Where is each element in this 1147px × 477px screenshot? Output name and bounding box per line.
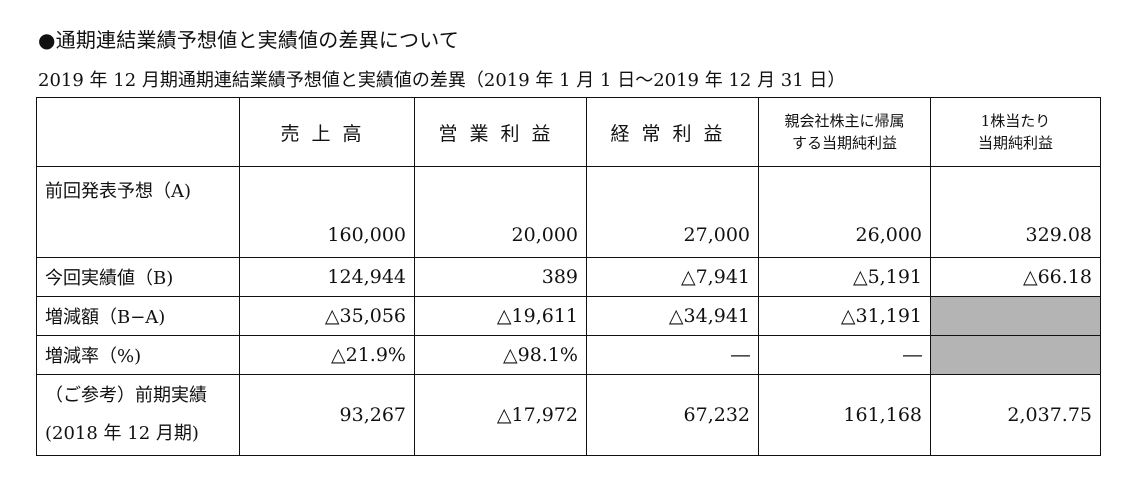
cell-value: 329.08 xyxy=(1025,224,1092,246)
header-ordinary-income-label: 経常利益 xyxy=(610,122,735,145)
cell-operating-income: △19,611 xyxy=(414,296,587,336)
header-net-sales: 売上高 xyxy=(239,97,415,167)
cell-operating-income: 389 xyxy=(414,257,587,297)
cell-ordinary-income: △34,941 xyxy=(586,296,759,336)
row-label: （ご参考）前期実績 (2018 年 12 月期) xyxy=(36,374,240,456)
cell-ordinary-income: 27,000 xyxy=(586,166,759,258)
cell-eps: 329.08 xyxy=(930,166,1101,258)
cell-net-income: △31,191 xyxy=(758,296,931,336)
cell-value: 20,000 xyxy=(511,224,578,246)
cell-net-sales: 160,000 xyxy=(239,166,415,258)
header-net-income-line1: 親会社株主に帰属 xyxy=(784,112,905,130)
cell-net-income: ― xyxy=(758,335,931,375)
cell-operating-income: △98.1% xyxy=(414,335,587,375)
cell-net-sales: △21.9% xyxy=(239,335,415,375)
cell-net-income: 26,000 xyxy=(758,166,931,258)
cell-net-income: 161,168 xyxy=(758,374,931,456)
row-label-line2: (2018 年 12 月期) xyxy=(45,423,199,444)
cell-ordinary-income: △7,941 xyxy=(586,257,759,297)
cell-ordinary-income: 67,232 xyxy=(586,374,759,456)
cell-value: 160,000 xyxy=(327,224,406,246)
header-corner xyxy=(36,97,240,167)
header-operating-income: 営業利益 xyxy=(414,97,587,167)
cell-eps-shaded xyxy=(930,296,1101,336)
cell-value: 26,000 xyxy=(855,224,922,246)
cell-eps-shaded xyxy=(930,335,1101,375)
table-row-prior-year: （ご参考）前期実績 (2018 年 12 月期) 93,267 △17,972 … xyxy=(36,374,1101,456)
row-label: 増減額（B−A) xyxy=(36,296,240,336)
header-eps: 1株当たり 当期純利益 xyxy=(930,97,1101,167)
cell-operating-income: 20,000 xyxy=(414,166,587,258)
header-operating-income-label: 営業利益 xyxy=(438,122,563,145)
table-caption: 2019 年 12 月期通期連結業績予想値と実績値の差異（2019 年 1 月 … xyxy=(38,70,846,91)
header-net-income-line2: する当期純利益 xyxy=(791,134,897,152)
table-row-change-rate: 増減率（%) △21.9% △98.1% ― ― xyxy=(36,335,1101,375)
cell-net-income: △5,191 xyxy=(758,257,931,297)
section-heading: ●通期連結業績予想値と実績値の差異について xyxy=(38,28,460,52)
header-net-sales-label: 売上高 xyxy=(280,122,374,145)
cell-value: 27,000 xyxy=(683,224,750,246)
row-label: 前回発表予想（A) xyxy=(36,166,240,258)
row-label: 増減率（%) xyxy=(36,335,240,375)
cell-ordinary-income: ― xyxy=(586,335,759,375)
header-eps-line1: 1株当たり xyxy=(980,112,1051,130)
table-row-change-amount: 増減額（B−A) △35,056 △19,611 △34,941 △31,191 xyxy=(36,296,1101,336)
cell-net-sales: △35,056 xyxy=(239,296,415,336)
header-row: 売上高 営業利益 経常利益 親会社株主に帰属 する当期純利益 1株当たり 当期純… xyxy=(36,97,1101,167)
header-eps-line2: 当期純利益 xyxy=(977,134,1053,152)
header-ordinary-income: 経常利益 xyxy=(586,97,759,167)
cell-operating-income: △17,972 xyxy=(414,374,587,456)
cell-net-sales: 124,944 xyxy=(239,257,415,297)
cell-eps: 2,037.75 xyxy=(930,374,1101,456)
header-net-income: 親会社株主に帰属 する当期純利益 xyxy=(758,97,931,167)
row-label: 今回実績値（B) xyxy=(36,257,240,297)
cell-net-sales: 93,267 xyxy=(239,374,415,456)
row-label-line1: （ご参考）前期実績 xyxy=(45,385,207,406)
table-row-previous-forecast: 前回発表予想（A) 160,000 20,000 27,000 26,000 3… xyxy=(36,166,1101,258)
table-row-actual: 今回実績値（B) 124,944 389 △7,941 △5,191 △66.1… xyxy=(36,257,1101,297)
cell-eps: △66.18 xyxy=(930,257,1101,297)
forecast-vs-actual-table: 売上高 営業利益 経常利益 親会社株主に帰属 する当期純利益 1株当たり 当期純… xyxy=(36,97,1101,456)
